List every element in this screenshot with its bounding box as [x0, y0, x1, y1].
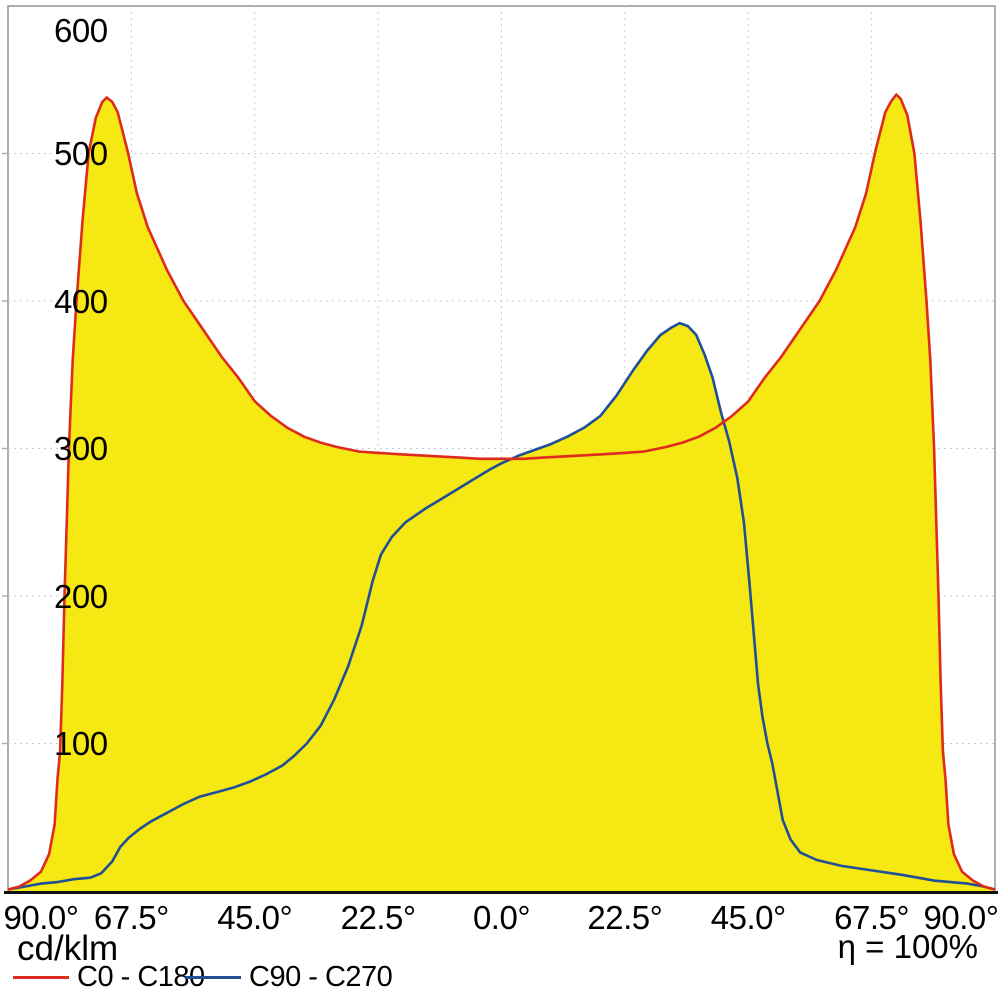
x-tick-label: 67.5° [834, 899, 910, 936]
x-tick-label: 45.0° [217, 899, 293, 936]
x-tick-label: 22.5° [340, 899, 416, 936]
x-tick-label: 0.0° [472, 899, 531, 936]
legend-label-c90-c270: C90 - C270 [249, 961, 393, 993]
legend-item-c0-c180: C0 - C180 [13, 962, 205, 992]
y-tick-label: 600 [54, 12, 108, 49]
intensity-area-fill [8, 323, 995, 892]
unit-label: cd/klm [17, 929, 119, 968]
y-tick-label: 300 [54, 430, 108, 467]
c90-c270-curve [7, 321, 996, 891]
y-tick-label: 400 [54, 282, 108, 320]
legend-label-c0-c180: C0 - C180 [77, 961, 205, 993]
x-tick-label: 45.0° [710, 899, 786, 936]
y-tick-label: 200 [54, 577, 108, 615]
y-tick-label: 500 [54, 135, 108, 172]
y-tick-label: 100 [54, 725, 108, 762]
x-tick-label: 67.5° [93, 899, 169, 936]
chart-legend: C0 - C180 C90 - C270 [0, 962, 1001, 992]
x-tick-label: 90.0° [3, 899, 79, 936]
c90-c270-line-swatch [185, 975, 241, 979]
x-tick-label: 90.0° [923, 899, 999, 936]
legend-item-c90-c270: C90 - C270 [185, 961, 393, 993]
c0-c180-curve [7, 93, 996, 891]
efficiency-value: η = 100% [837, 928, 978, 965]
x-tick-label: 22.5° [587, 899, 663, 936]
c0-c180-line-swatch [13, 975, 69, 979]
